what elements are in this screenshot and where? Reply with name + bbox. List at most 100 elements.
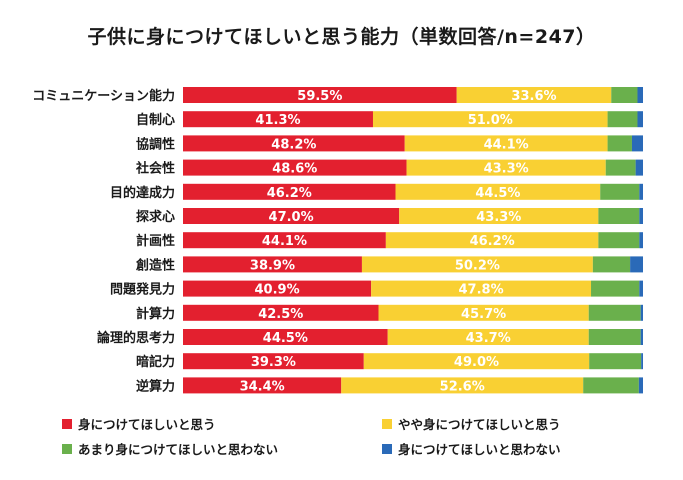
bar-segment — [592, 256, 631, 273]
bar-segment — [598, 232, 640, 249]
data-label: 48.2% — [271, 137, 316, 152]
legend-label-series-4: 身につけてほしいと思わない — [398, 442, 561, 457]
bar-segment — [387, 329, 589, 345]
bar-segment — [183, 208, 400, 224]
legend-swatch-series-2 — [382, 418, 392, 429]
data-label: 33.6% — [511, 89, 556, 104]
data-label: 43.3% — [484, 162, 529, 177]
bar-segment — [183, 280, 372, 297]
bar-segment — [395, 183, 601, 200]
bar-segment — [583, 377, 639, 394]
bar-segment — [639, 208, 643, 224]
bar-segment — [638, 377, 643, 394]
bar-segment — [611, 87, 638, 103]
data-label: 46.2% — [470, 234, 515, 249]
bar-segment — [591, 280, 640, 297]
chart-title: 子供に身につけてほしいと思う能力（単数回答/n=247） — [87, 26, 596, 48]
bar-segment — [588, 304, 641, 321]
bar-segment — [183, 377, 342, 394]
category-label: 問題発見力 — [110, 282, 175, 298]
legend-item-series-4: 身につけてほしいと思わない — [382, 439, 561, 458]
bar-segment — [363, 353, 590, 370]
data-label: 50.2% — [455, 258, 500, 273]
data-label: 44.5% — [475, 186, 520, 201]
bar-segment — [183, 87, 457, 103]
bar-segment — [605, 159, 636, 176]
bar-segment — [639, 280, 643, 297]
data-label: 59.5% — [297, 89, 342, 104]
bar-segment — [607, 135, 632, 152]
legend-label-series-1: 身につけてほしいと思う — [78, 417, 216, 432]
data-label: 47.0% — [269, 210, 314, 225]
data-label: 39.3% — [251, 355, 296, 370]
legend-swatch-series-3 — [62, 443, 72, 454]
bar-segment — [635, 159, 643, 176]
category-label: 社会性 — [135, 161, 175, 177]
bar-segment — [630, 256, 643, 273]
legend-item-series-3: あまり身につけてほしいと思わない — [62, 439, 278, 458]
bar-segment — [361, 256, 593, 273]
bar-segment — [639, 183, 643, 200]
bar-segment — [639, 232, 643, 249]
category-label: 計算力 — [136, 306, 175, 322]
category-label: 自制心 — [136, 112, 175, 128]
category-label: 目的達成力 — [110, 185, 175, 201]
bar-segment — [183, 183, 396, 200]
bar-segment — [406, 159, 606, 176]
legend-swatch-series-1 — [62, 418, 72, 429]
bar-segment — [640, 304, 643, 321]
data-label: 47.8% — [459, 283, 504, 298]
bar-segment — [183, 135, 405, 152]
bar-segment — [183, 304, 379, 321]
bar-segment — [371, 280, 592, 297]
bar-segment — [631, 135, 643, 152]
data-label: 44.1% — [262, 234, 307, 249]
data-label: 44.1% — [484, 137, 529, 152]
category-label: 暗記力 — [136, 354, 175, 370]
data-label: 48.6% — [272, 162, 317, 177]
legend-label-series-3: あまり身につけてほしいと思わない — [78, 442, 279, 457]
bar-segment — [183, 232, 386, 249]
bar-segment — [600, 183, 640, 200]
data-label: 44.5% — [263, 331, 308, 346]
data-label: 38.9% — [250, 258, 295, 273]
bar-segment — [385, 232, 599, 249]
data-label: 43.7% — [466, 331, 511, 346]
data-label: 43.3% — [476, 210, 521, 225]
legend-swatch-series-4 — [382, 443, 392, 454]
category-label: 創造性 — [135, 257, 175, 273]
bar-segment — [588, 329, 641, 345]
data-label: 34.4% — [240, 379, 285, 394]
data-label: 46.2% — [267, 186, 312, 201]
category-label: 論理的思考力 — [97, 330, 175, 346]
data-label: 52.6% — [440, 379, 485, 394]
bar-segment — [598, 208, 640, 224]
bar-segment — [183, 256, 362, 273]
bar-segment — [637, 87, 643, 103]
bar-segment — [341, 377, 584, 394]
category-label: 探求心 — [136, 209, 175, 225]
bar-segment — [589, 353, 642, 370]
category-label: 協調性 — [136, 136, 175, 152]
data-label: 41.3% — [255, 113, 300, 128]
bar-segment — [372, 111, 608, 128]
legend-item-series-1: 身につけてほしいと思う — [62, 414, 216, 433]
category-label: 計画性 — [136, 233, 175, 249]
data-label: 51.0% — [468, 113, 513, 128]
legend-item-series-2: やや身につけてほしいと思う — [382, 414, 561, 433]
bar-segment — [378, 304, 589, 321]
category-label: 逆算力 — [136, 378, 175, 394]
bar-segment — [399, 208, 599, 224]
bar-segment — [456, 87, 612, 103]
data-label: 49.0% — [454, 355, 499, 370]
data-label: 45.7% — [461, 307, 506, 322]
bar-segment — [607, 111, 638, 128]
bar-segment — [183, 353, 364, 370]
bar-segment — [404, 135, 608, 152]
legend-label-series-2: やや身につけてほしいと思う — [398, 417, 561, 432]
bar-segment — [183, 329, 388, 345]
bar-segment — [641, 353, 643, 370]
bar-segment — [183, 159, 407, 176]
bar-segment — [637, 111, 643, 128]
